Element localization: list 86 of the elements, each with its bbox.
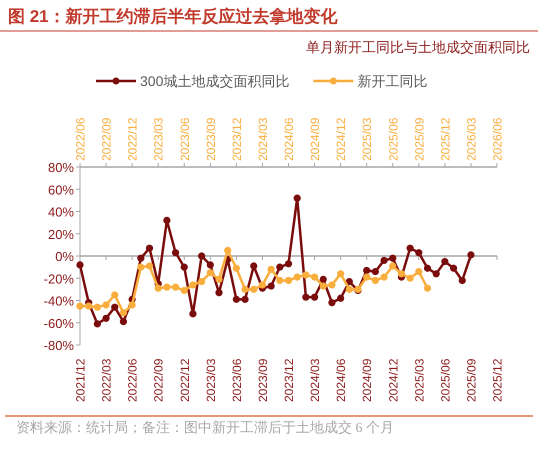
x2-tick-label: 2026/03 bbox=[464, 117, 478, 161]
point bbox=[94, 320, 101, 328]
x2-tick-label: 2025/12 bbox=[438, 117, 452, 161]
point bbox=[458, 276, 466, 284]
point bbox=[337, 294, 344, 302]
point bbox=[389, 254, 396, 262]
x-tick-label: 2025/03 bbox=[412, 358, 426, 402]
point bbox=[320, 276, 327, 283]
x-tick-label: 2023/12 bbox=[282, 358, 296, 402]
x2-tick-label: 2023/03 bbox=[152, 117, 166, 161]
point bbox=[432, 270, 440, 278]
point bbox=[137, 254, 144, 262]
point bbox=[102, 314, 110, 322]
x-tick-label: 2023/06 bbox=[230, 358, 244, 402]
point bbox=[441, 258, 448, 266]
point bbox=[146, 244, 154, 252]
point bbox=[328, 299, 336, 306]
x-tick-label: 2022/06 bbox=[126, 358, 140, 402]
x2-tick-label: 2022/06 bbox=[74, 117, 88, 161]
point bbox=[180, 264, 188, 271]
y-tick-label: 0% bbox=[55, 249, 74, 264]
text: 资料来源：统计局；备注：图中新开工滞后于土地成交 6 个月 bbox=[16, 419, 395, 438]
x-tick-label: 2024/12 bbox=[386, 358, 400, 402]
y-tick-label: 40% bbox=[48, 204, 74, 220]
x2-tick-label: 2026/06 bbox=[490, 117, 504, 161]
x-tick-label: 2023/09 bbox=[256, 358, 270, 402]
point bbox=[232, 296, 240, 303]
x2-tick-label: 2025/09 bbox=[412, 117, 426, 161]
x-tick-label: 2022/03 bbox=[100, 358, 114, 402]
chart-title: 图 21：新开工约滞后半年反应过去拿地变化 bbox=[8, 7, 339, 26]
x2-tick-label: 2023/06 bbox=[178, 117, 192, 161]
x2-tick-label: 2024/03 bbox=[256, 117, 270, 161]
x2-tick-label: 2023/09 bbox=[204, 117, 218, 161]
x-tick-label: 2021/12 bbox=[74, 358, 88, 402]
x2-tick-label: 2022/09 bbox=[100, 117, 114, 161]
x2-tick-label: 2024/06 bbox=[282, 117, 296, 161]
x-tick-label: 2023/03 bbox=[204, 358, 218, 402]
point bbox=[189, 310, 197, 318]
point bbox=[276, 264, 284, 271]
point bbox=[310, 294, 318, 301]
x2-tick-label: 2025/03 bbox=[360, 117, 374, 161]
y-tick-label: 80% bbox=[48, 160, 74, 175]
point bbox=[294, 194, 301, 202]
x2-tick-label: 2024/09 bbox=[308, 117, 322, 161]
x2-tick-label: 2024/12 bbox=[334, 117, 348, 161]
x-tick-label: 2025/12 bbox=[490, 358, 504, 402]
x2-tick-label: 2025/06 bbox=[386, 117, 400, 161]
point bbox=[120, 318, 128, 326]
point bbox=[302, 294, 310, 301]
point bbox=[284, 260, 292, 268]
point bbox=[268, 282, 275, 290]
point bbox=[406, 244, 414, 252]
x-tick-label: 2025/06 bbox=[438, 358, 452, 402]
point bbox=[424, 264, 432, 272]
point bbox=[415, 249, 422, 256]
point bbox=[76, 261, 84, 268]
x2-tick-label: 2023/12 bbox=[230, 117, 244, 161]
y-tick-label: 20% bbox=[48, 226, 74, 242]
point bbox=[111, 304, 118, 311]
x-tick-label: 2022/09 bbox=[152, 358, 166, 402]
y-tick-label: 60% bbox=[48, 182, 74, 198]
x-tick-label: 2025/09 bbox=[464, 358, 478, 402]
point bbox=[250, 262, 258, 270]
x-tick-label: 2024/09 bbox=[360, 358, 374, 402]
point bbox=[467, 251, 475, 258]
point bbox=[215, 289, 223, 296]
point bbox=[372, 268, 379, 276]
y-tick-label: -80% bbox=[44, 338, 74, 353]
point bbox=[198, 252, 206, 260]
x2-tick-label: 2022/12 bbox=[126, 117, 140, 161]
point bbox=[241, 296, 249, 303]
point bbox=[172, 249, 180, 256]
x-tick-label: 2022/12 bbox=[178, 358, 192, 402]
legend-label: 300城土地成交面积同比 bbox=[140, 73, 290, 89]
y-tick-label: -60% bbox=[44, 316, 74, 331]
point bbox=[380, 256, 388, 264]
y-tick-label: -40% bbox=[44, 294, 74, 308]
point bbox=[450, 264, 458, 272]
x-tick-label: 2024/03 bbox=[308, 358, 322, 402]
legend-label: 新开工同比 bbox=[357, 73, 428, 89]
point bbox=[206, 261, 214, 268]
x-tick-label: 2024/06 bbox=[334, 358, 348, 402]
point bbox=[363, 266, 370, 274]
y-tick-label: -20% bbox=[44, 271, 74, 286]
point bbox=[163, 216, 170, 224]
chart-subtitle: 单月新开工同比与土地成交面积同比 bbox=[306, 39, 530, 55]
